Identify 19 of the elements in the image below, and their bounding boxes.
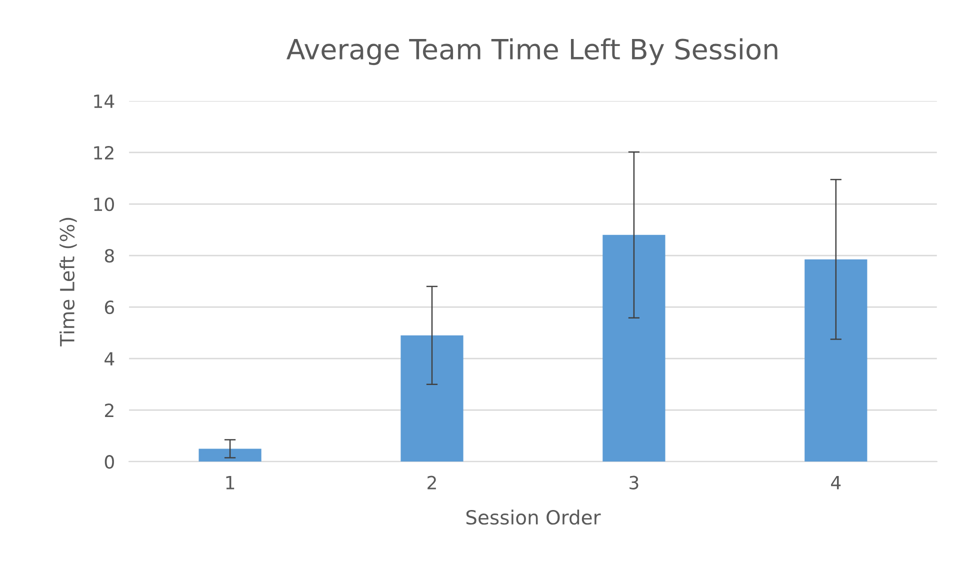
bar <box>198 448 262 462</box>
chart-title: Average Team Time Left By Session <box>286 38 778 66</box>
bar <box>400 335 464 462</box>
y-tick-label: 6 <box>104 300 114 314</box>
x-axis-title: Session Order <box>466 510 601 525</box>
y-tick-label: 14 <box>94 94 114 108</box>
x-tick-label: 2 <box>428 476 436 490</box>
x-tick-label: 1 <box>226 476 234 490</box>
y-tick-label: 12 <box>94 146 114 160</box>
x-tick-label: 3 <box>630 476 638 490</box>
bar <box>602 234 666 462</box>
y-tick-label: 8 <box>104 248 114 263</box>
y-tick-label: 10 <box>94 197 114 212</box>
bar <box>804 259 868 462</box>
y-tick-label: 4 <box>104 352 114 366</box>
y-axis-title: Time Left (%) <box>59 218 77 346</box>
y-tick-label: 0 <box>104 455 114 469</box>
y-tick-label: 2 <box>105 404 114 417</box>
x-tick-label: 4 <box>831 476 841 490</box>
